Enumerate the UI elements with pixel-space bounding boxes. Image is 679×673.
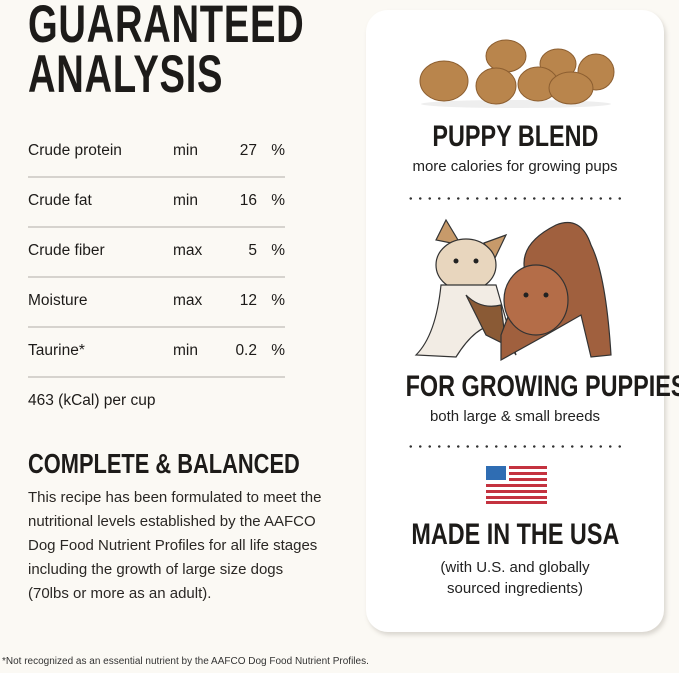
row-unit: % [271, 242, 285, 259]
feature-title-growing-puppies: FOR GROWING PUPPIES [405, 370, 679, 403]
analysis-row: Crude protein min 27% [28, 126, 285, 178]
analysis-row: Moisture max 12% [28, 276, 285, 328]
footnote: *Not recognized as an essential nutrient… [2, 656, 369, 667]
feature-subtitle-line2: sourced ingredients) [447, 580, 583, 597]
feature-subtitle-growing-puppies: both large & small breeds [429, 408, 601, 425]
analysis-row: Taurine* min 0.2% [28, 326, 285, 378]
title-line-1: GUARANTEED [28, 0, 305, 54]
complete-balanced-text: This recipe has been formulated to meet … [28, 489, 322, 602]
row-qualifier: max [173, 292, 203, 309]
row-value: 12 [239, 292, 257, 309]
dotted-divider [406, 445, 626, 448]
calories: 463 (kCal) per cup [28, 392, 156, 409]
us-flag-icon [486, 466, 547, 504]
row-unit: % [271, 342, 285, 359]
row-nutrient: Crude protein [28, 142, 122, 159]
dotted-divider [406, 197, 626, 200]
feature-title-puppy-blend: PUPPY BLEND [431, 120, 598, 153]
puppies-illustration [414, 218, 612, 362]
row-qualifier: max [173, 242, 203, 259]
row-unit: % [271, 292, 285, 309]
row-qualifier: min [173, 192, 198, 209]
feature-title-made-in-usa: MADE IN THE USA [410, 518, 620, 551]
row-nutrient: Crude fiber [28, 242, 105, 259]
feature-card: PUPPY BLEND more calories for growing pu… [366, 10, 679, 632]
row-nutrient: Taurine* [28, 342, 85, 359]
title-line-2: ANALYSIS [28, 45, 224, 104]
row-nutrient: Crude fat [28, 192, 92, 209]
row-value: 5 [248, 242, 257, 259]
analysis-row: Crude fat min 16% [28, 176, 285, 228]
feature-subtitle-puppy-blend: more calories for growing pups [412, 158, 618, 175]
row-value: 16 [239, 192, 257, 209]
analysis-row: Crude fiber max 5% [28, 226, 285, 278]
kibble-image [419, 39, 615, 108]
row-qualifier: min [173, 142, 198, 159]
row-value: 0.2 [235, 342, 257, 359]
feature-subtitle-line1: (with U.S. and globally [440, 559, 590, 576]
row-unit: % [271, 192, 285, 209]
row-nutrient: Moisture [28, 292, 88, 309]
complete-balanced-heading: COMPLETE & BALANCED [28, 448, 300, 479]
row-value: 27 [239, 142, 257, 159]
row-qualifier: min [173, 342, 198, 359]
row-unit: % [271, 142, 285, 159]
